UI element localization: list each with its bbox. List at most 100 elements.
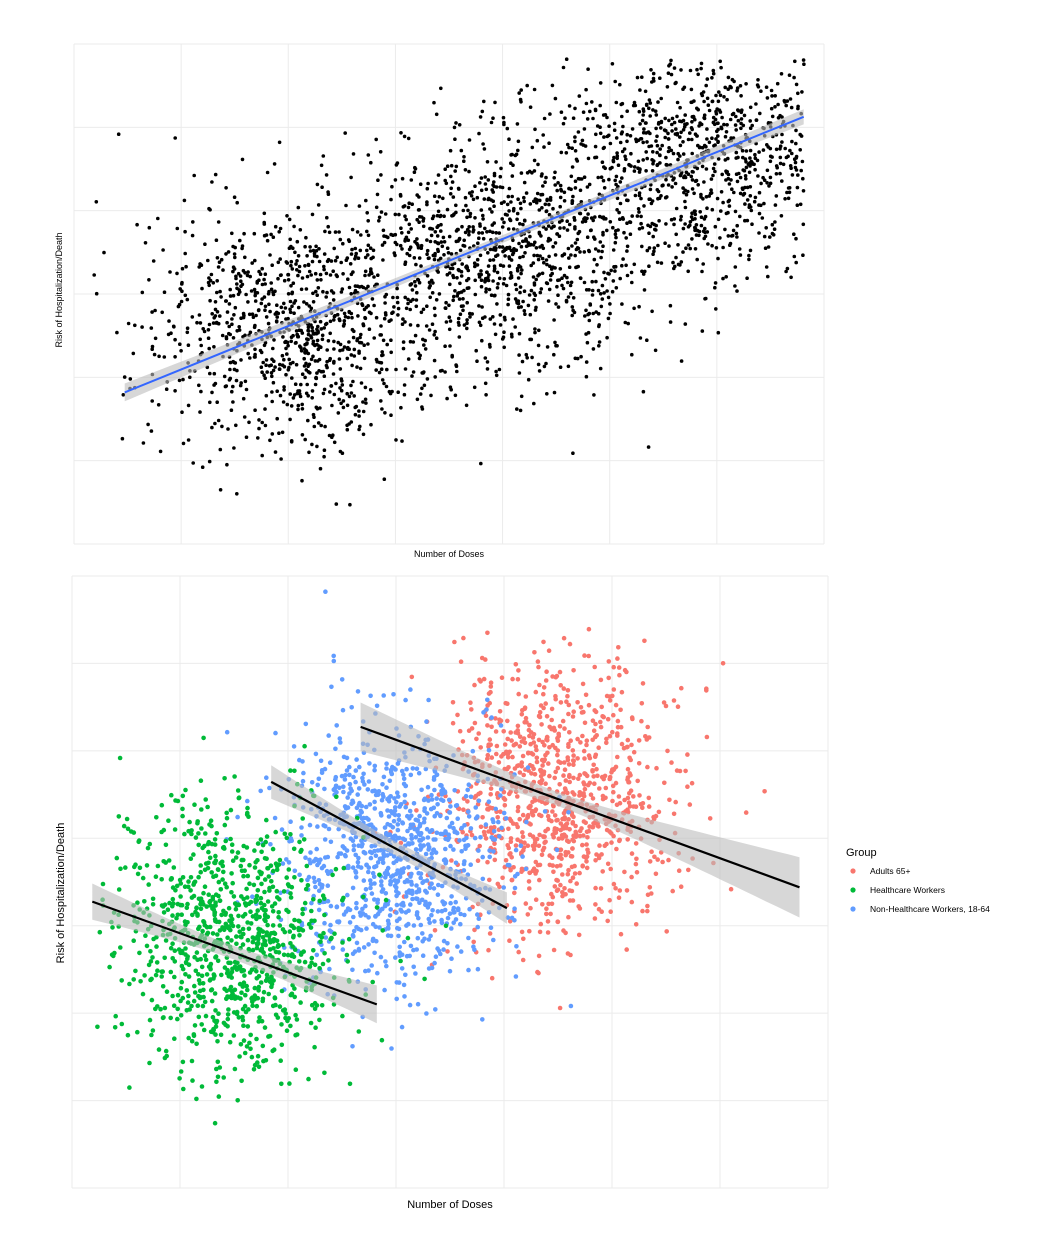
scatter-point xyxy=(786,267,790,271)
scatter-point xyxy=(215,400,219,404)
scatter-point xyxy=(454,211,458,215)
scatter-point xyxy=(413,170,417,174)
scatter-point xyxy=(565,791,570,796)
scatter-point xyxy=(433,258,437,262)
scatter-point xyxy=(507,863,512,868)
scatter-point xyxy=(357,409,361,413)
scatter-point xyxy=(704,84,708,88)
scatter-point xyxy=(739,84,743,88)
scatter-point xyxy=(433,307,437,311)
scatter-point xyxy=(443,167,447,171)
scatter-point xyxy=(648,246,652,250)
scatter-point xyxy=(527,304,531,308)
scatter-point xyxy=(450,252,454,256)
scatter-point xyxy=(556,732,561,737)
scatter-point xyxy=(695,107,699,111)
scatter-point xyxy=(302,357,306,361)
scatter-point xyxy=(614,236,618,240)
scatter-point xyxy=(347,340,351,344)
scatter-point xyxy=(562,811,567,816)
scatter-point xyxy=(238,290,242,294)
scatter-point xyxy=(323,425,327,429)
scatter-point xyxy=(543,117,547,121)
scatter-point xyxy=(420,387,424,391)
scatter-point xyxy=(168,270,172,274)
scatter-point xyxy=(315,953,320,958)
scatter-point xyxy=(521,848,526,853)
scatter-point xyxy=(476,792,481,797)
scatter-point xyxy=(322,787,327,792)
scatter-point xyxy=(522,736,527,741)
scatter-point xyxy=(584,309,588,313)
scatter-point xyxy=(403,793,408,798)
scatter-point xyxy=(725,98,729,102)
scatter-point xyxy=(117,132,121,136)
scatter-point xyxy=(772,233,776,237)
scatter-point xyxy=(378,333,382,337)
scatter-point xyxy=(637,160,641,164)
scatter-point xyxy=(408,308,412,312)
scatter-point xyxy=(225,335,229,339)
scatter-point xyxy=(216,256,220,260)
scatter-point xyxy=(400,231,404,235)
scatter-point xyxy=(207,336,211,340)
scatter-point xyxy=(775,172,779,176)
scatter-point xyxy=(257,418,261,422)
scatter-point xyxy=(550,226,554,230)
scatter-point xyxy=(625,888,630,893)
scatter-point xyxy=(373,914,378,919)
scatter-point xyxy=(728,182,732,186)
scatter-point xyxy=(573,871,578,876)
scatter-point xyxy=(763,235,767,239)
scatter-point xyxy=(679,218,683,222)
scatter-point xyxy=(358,425,362,429)
scatter-point xyxy=(477,273,481,277)
scatter-point xyxy=(300,349,304,353)
scatter-point xyxy=(756,78,760,82)
scatter-point xyxy=(750,124,754,128)
scatter-point xyxy=(404,767,409,772)
scatter-point xyxy=(649,101,653,105)
scatter-point xyxy=(265,233,269,237)
scatter-point xyxy=(414,847,419,852)
scatter-point xyxy=(261,283,265,287)
scatter-point xyxy=(300,759,305,764)
scatter-point xyxy=(416,243,420,247)
scatter-point xyxy=(360,804,365,809)
scatter-point xyxy=(340,677,345,682)
scatter-point xyxy=(354,901,359,906)
scatter-point xyxy=(545,751,550,756)
scatter-point xyxy=(461,807,466,812)
scatter-point xyxy=(520,268,524,272)
scatter-point xyxy=(516,677,521,682)
scatter-point xyxy=(284,317,288,321)
scatter-point xyxy=(706,242,710,246)
scatter-point xyxy=(374,138,378,142)
scatter-point xyxy=(309,334,313,338)
scatter-point xyxy=(556,738,561,743)
scatter-point xyxy=(590,280,594,284)
scatter-point xyxy=(348,240,352,244)
scatter-point xyxy=(310,780,315,785)
scatter-point xyxy=(748,119,752,123)
scatter-point xyxy=(396,301,400,305)
scatter-point xyxy=(644,150,648,154)
scatter-point xyxy=(519,843,524,848)
scatter-point xyxy=(286,403,290,407)
scatter-point xyxy=(562,122,566,126)
scatter-point xyxy=(299,329,303,333)
scatter-point xyxy=(679,174,683,178)
scatter-point xyxy=(517,306,521,310)
scatter-point xyxy=(592,347,596,351)
scatter-point xyxy=(394,213,398,217)
scatter-point xyxy=(288,308,292,312)
scatter-point xyxy=(328,923,333,928)
scatter-point xyxy=(359,233,363,237)
scatter-point xyxy=(420,311,424,315)
scatter-point xyxy=(331,269,335,273)
scatter-point xyxy=(307,875,312,880)
scatter-point xyxy=(453,900,458,905)
scatter-point xyxy=(679,215,683,219)
scatter-point xyxy=(695,233,699,237)
scatter-point xyxy=(530,356,534,360)
